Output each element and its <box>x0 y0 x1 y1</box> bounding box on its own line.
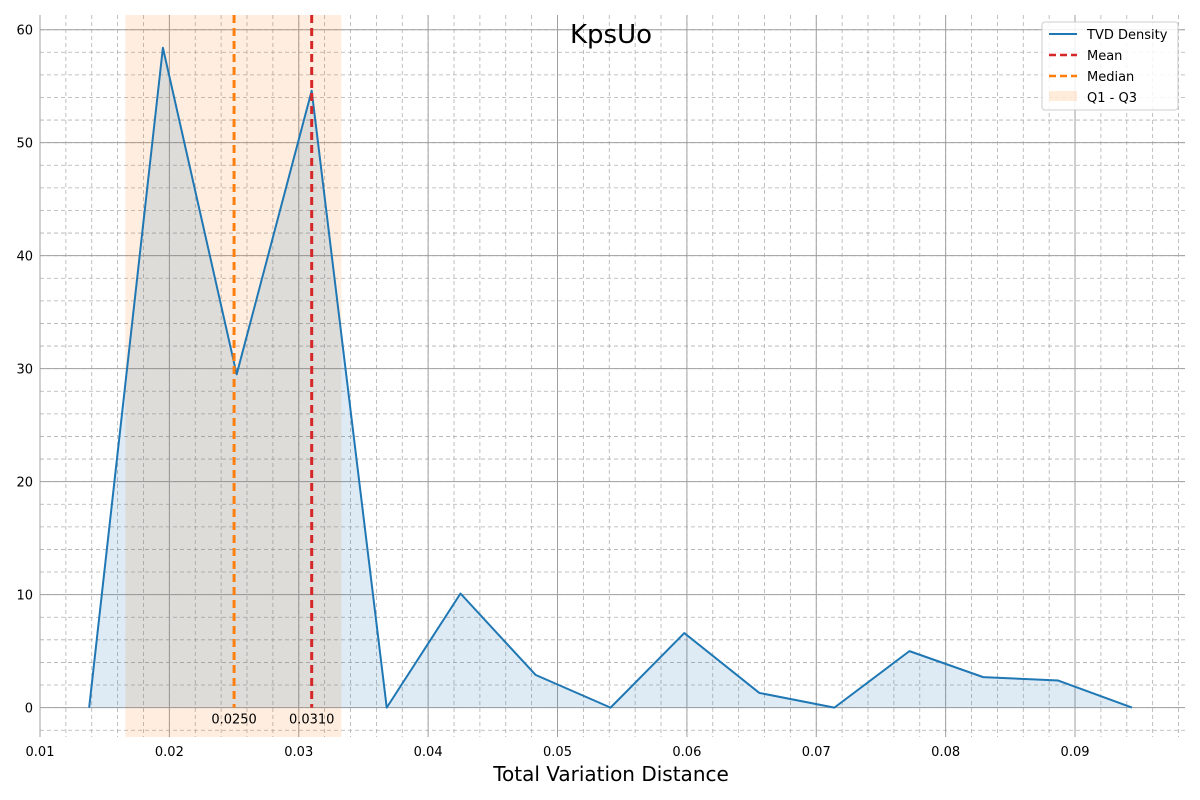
y-tick-label: 20 <box>16 476 33 491</box>
x-tick-label: 0.04 <box>414 745 443 760</box>
x-tick-label: 0.09 <box>1061 745 1090 760</box>
legend-label-median: Median <box>1087 70 1134 85</box>
y-tick-label: 50 <box>16 137 33 152</box>
x-tick-label: 0.07 <box>802 745 831 760</box>
x-tick-label: 0.08 <box>931 745 960 760</box>
median-value-label: 0.0250 <box>211 713 257 728</box>
x-axis-title: Total Variation Distance <box>492 762 729 786</box>
legend: TVD Density Mean Median Q1 - Q3 <box>1041 21 1179 111</box>
legend-label-mean: Mean <box>1087 49 1122 64</box>
legend-box <box>1041 21 1179 111</box>
x-tick-label: 0.05 <box>543 745 572 760</box>
density-area-fill <box>89 47 1132 708</box>
chart-title: KpsUo <box>570 20 652 50</box>
density-line <box>88 46 1133 709</box>
x-tick-label: 0.01 <box>26 745 55 760</box>
x-tick-label: 0.06 <box>672 745 701 760</box>
y-tick-label: 30 <box>16 363 33 378</box>
x-tick-label: 0.02 <box>155 745 184 760</box>
major-grid <box>39 15 1185 737</box>
y-tick-label: 0 <box>25 702 33 717</box>
y-tick-label: 40 <box>16 250 33 265</box>
mean-value-label: 0.0310 <box>289 713 335 728</box>
y-tick-label: 60 <box>16 24 33 39</box>
legend-label-iqr: Q1 - Q3 <box>1087 91 1137 106</box>
legend-label-density: TVD Density <box>1086 28 1168 43</box>
x-tick-label: 0.03 <box>284 745 313 760</box>
legend-swatch-iqr <box>1049 91 1077 101</box>
y-axis-ticks: 0 10 20 30 40 50 60 <box>16 24 33 717</box>
y-tick-label: 10 <box>16 589 33 604</box>
x-axis-ticks: 0.01 0.02 0.03 0.04 0.05 0.06 0.07 0.08 0.09 <box>26 745 1090 760</box>
